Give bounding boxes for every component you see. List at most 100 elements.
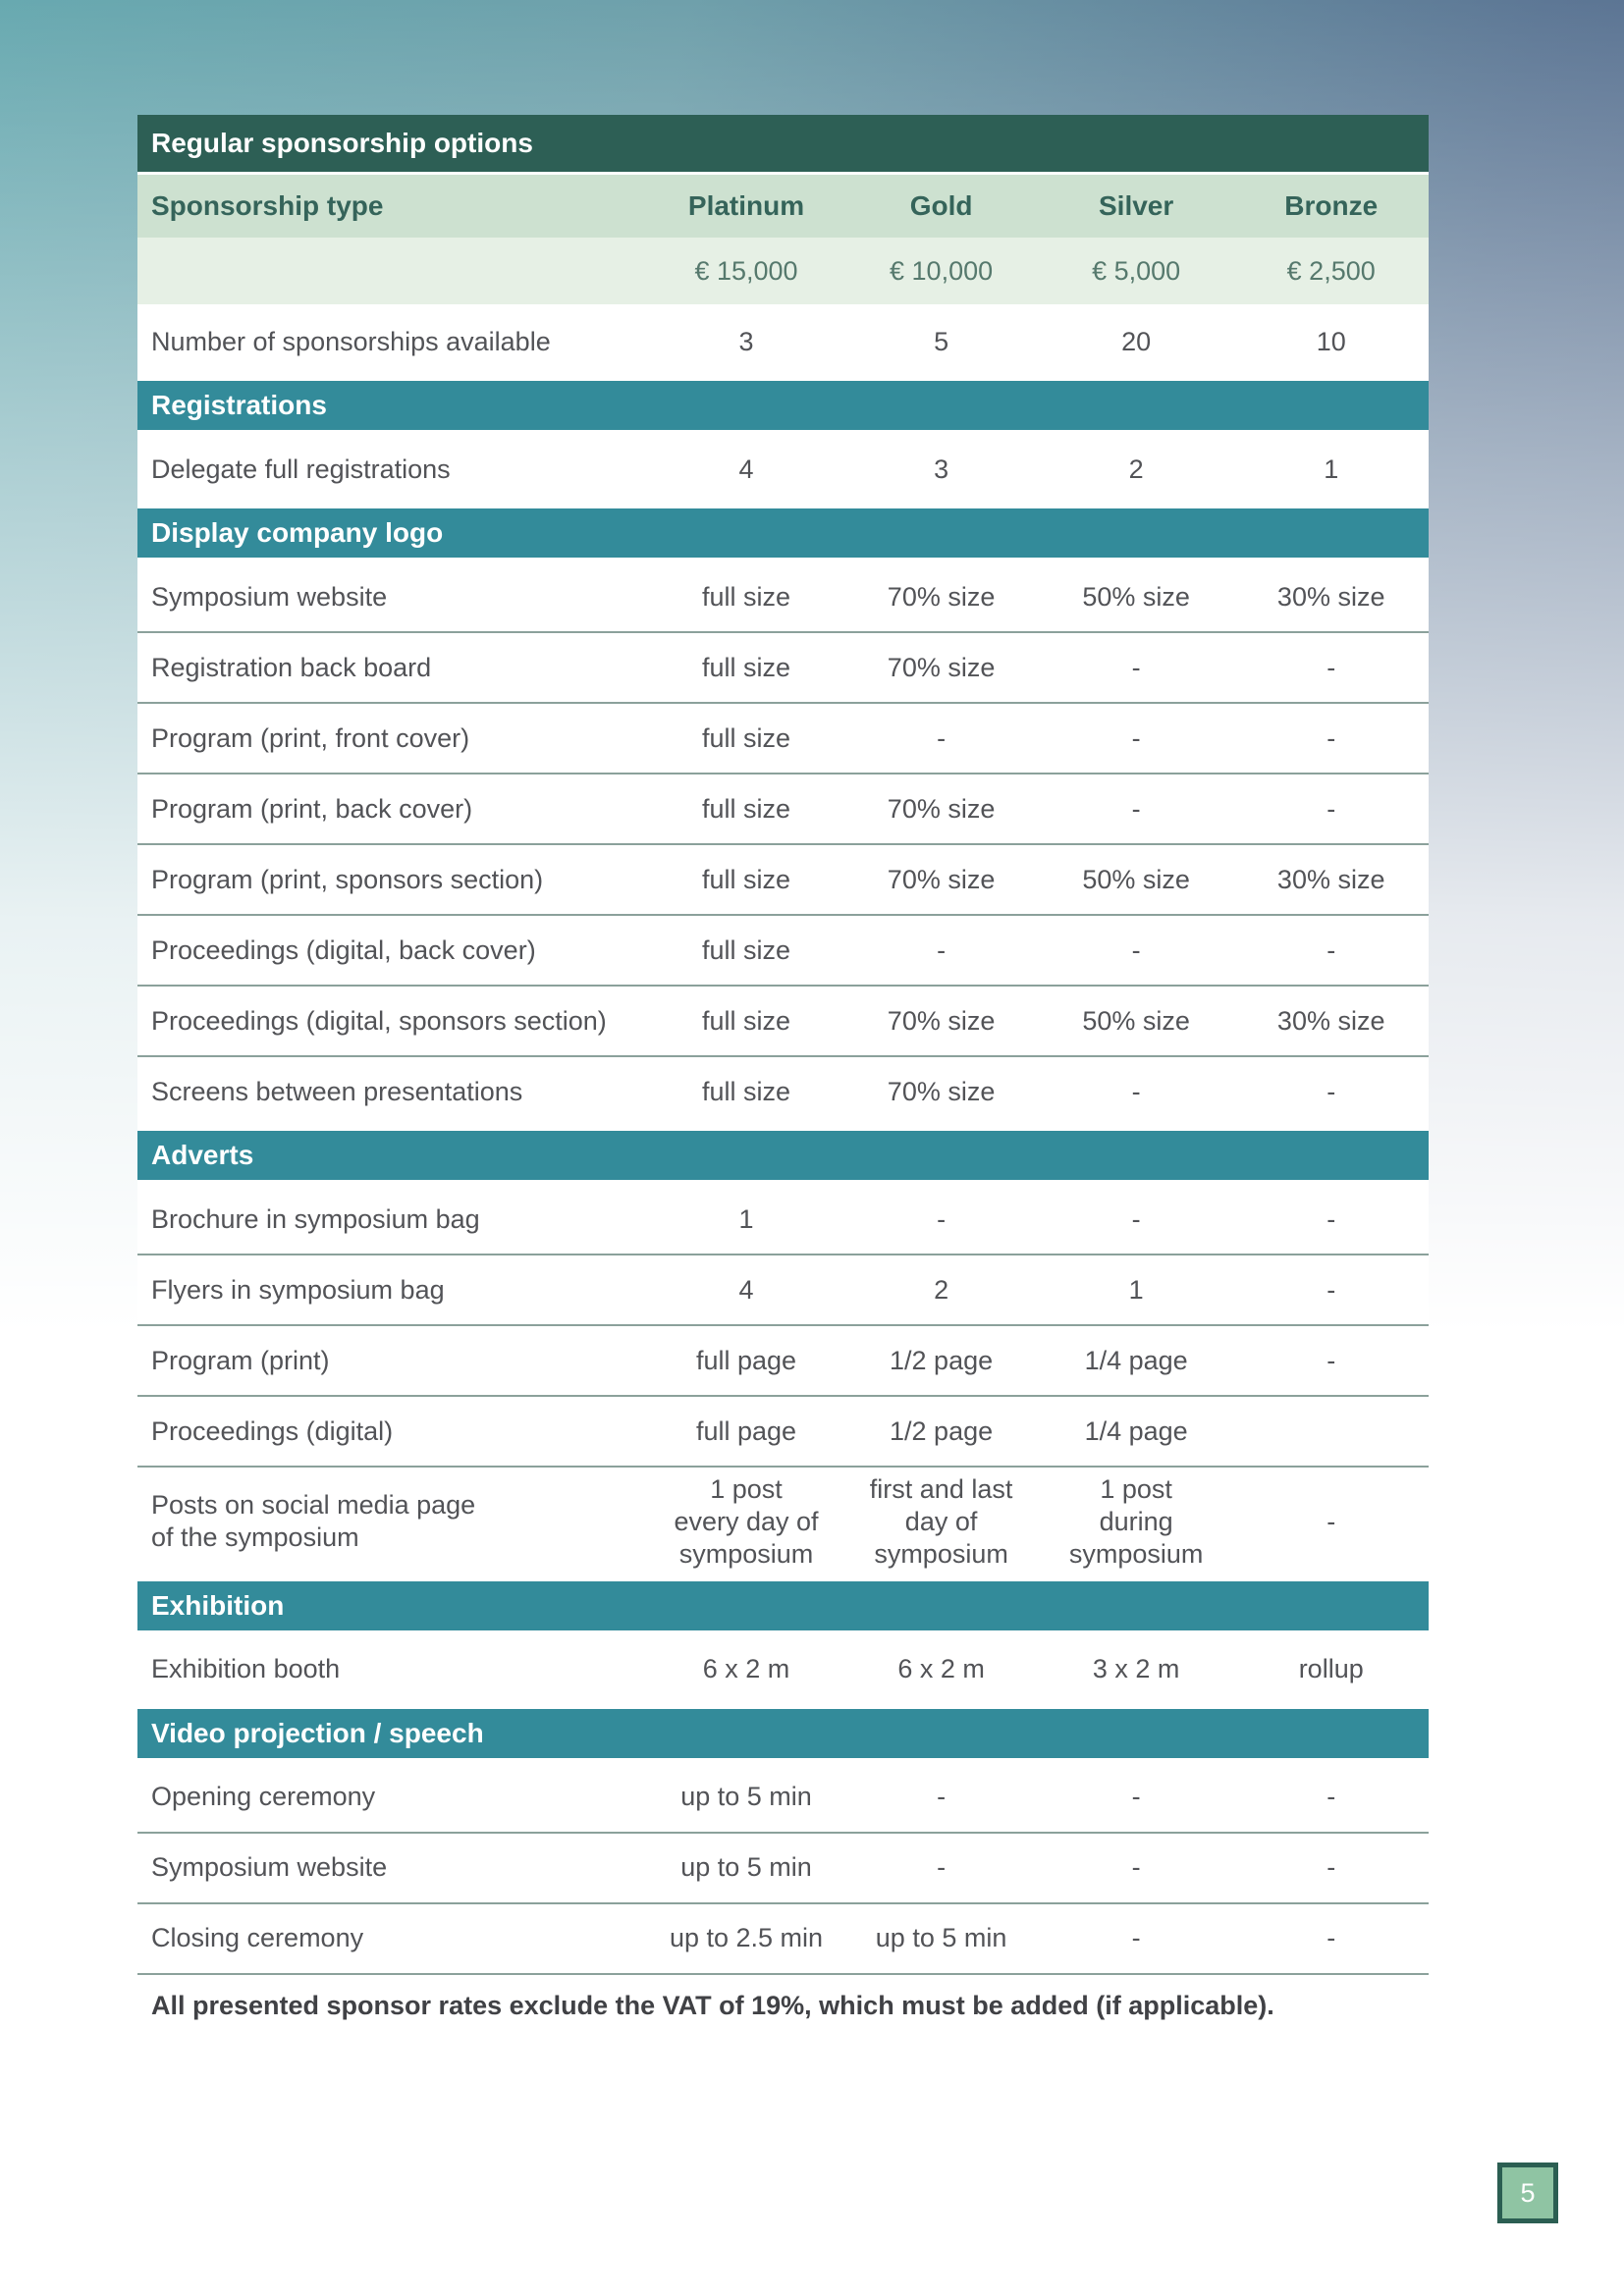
- row-value: 20: [1038, 305, 1234, 379]
- row-value: -: [1038, 702, 1234, 774]
- row-value: -: [843, 1760, 1039, 1833]
- column-header-row: Sponsorship type Platinum Gold Silver Br…: [137, 173, 1429, 238]
- section-header-label: Video projection / speech: [137, 1703, 1429, 1763]
- row-value: full size: [648, 560, 844, 632]
- section-header-label: Registrations: [137, 376, 1429, 435]
- row-label: Symposium website: [137, 560, 649, 632]
- row-value: -: [1233, 631, 1429, 703]
- row-value: 1: [648, 1182, 844, 1255]
- table-row: Delegate full registrations 4 3 2 1: [137, 432, 1429, 507]
- row-value: -: [1038, 1760, 1234, 1833]
- row-label: Program (print, back cover): [137, 773, 649, 844]
- row-value: -: [1233, 1182, 1429, 1255]
- row-value: up to 5 min: [648, 1760, 844, 1833]
- column-header-sponsorship-type: Sponsorship type: [137, 173, 649, 238]
- row-value: -: [843, 702, 1039, 774]
- row-label: Program (print): [137, 1324, 649, 1396]
- table-row: Proceedings (digital) full page 1/2 page 1/…: [137, 1395, 1429, 1467]
- row-label: Exhibition booth: [137, 1632, 649, 1707]
- table-row: Brochure in symposium bag 1- - -: [137, 1182, 1429, 1255]
- sponsorship-table: Regular sponsorship options Sponsorship …: [137, 115, 1429, 1975]
- row-value: -: [1233, 1760, 1429, 1833]
- row-value: 1/2 page: [843, 1395, 1039, 1467]
- row-value: 1/2 page: [843, 1324, 1039, 1396]
- row-value: up to 2.5 min: [648, 1901, 844, 1975]
- row-value: 3 x 2 m: [1038, 1632, 1234, 1707]
- row-value: 1: [1233, 432, 1429, 507]
- row-value: full size: [648, 631, 844, 703]
- price-platinum: € 15,000: [648, 238, 844, 307]
- row-value: 1/4 page: [1038, 1395, 1234, 1467]
- row-value: 3: [843, 432, 1039, 507]
- row-value: full size: [648, 985, 844, 1056]
- row-value: rollup: [1233, 1632, 1429, 1707]
- page-number: 5: [1520, 2177, 1536, 2208]
- row-value: 1 post every day of symposium: [648, 1465, 844, 1579]
- row-value: -: [1038, 773, 1234, 844]
- row-label: Proceedings (digital, sponsors section): [137, 985, 649, 1056]
- row-value: full size: [648, 914, 844, 986]
- row-label: Proceedings (digital, back cover): [137, 914, 649, 986]
- section-header-row: Exhibition: [137, 1575, 1429, 1635]
- row-value: -: [1233, 1901, 1429, 1975]
- price-silver: € 5,000: [1038, 238, 1234, 307]
- row-value: -: [1038, 1831, 1234, 1903]
- section-header-row: Video projection / speech: [137, 1703, 1429, 1763]
- table-row: Program (print) full page 1/2 page 1/4 page…: [137, 1324, 1429, 1396]
- row-label: Delegate full registrations: [137, 432, 649, 507]
- table-row: Program (print, front cover) full size - - -: [137, 702, 1429, 774]
- row-value: 4: [648, 1254, 844, 1325]
- section-header-row: Display company logo: [137, 504, 1429, 562]
- row-value: -: [1038, 631, 1234, 703]
- section-header-row: Registrations: [137, 376, 1429, 435]
- row-value: 70% size: [843, 560, 1039, 632]
- table-row: Program (print, sponsors section) full si…: [137, 843, 1429, 915]
- row-label: Closing ceremony: [137, 1901, 649, 1975]
- row-value: full size: [648, 1055, 844, 1129]
- section-header-row: Adverts: [137, 1126, 1429, 1185]
- row-value: full page: [648, 1395, 844, 1467]
- row-value: 5: [843, 305, 1039, 379]
- row-value: 30% size: [1233, 560, 1429, 632]
- column-header-bronze: Bronze: [1233, 173, 1429, 238]
- row-value: 1/4 page: [1038, 1324, 1234, 1396]
- table-title-row: Regular sponsorship options: [137, 115, 1429, 175]
- row-label: Brochure in symposium bag: [137, 1182, 649, 1255]
- row-value: full size: [648, 843, 844, 915]
- row-value: -: [843, 1182, 1039, 1255]
- table-row: Proceedings (digital, sponsors section) f…: [137, 985, 1429, 1056]
- price-gold: € 10,000: [843, 238, 1039, 307]
- row-value: 50% size: [1038, 985, 1234, 1056]
- row-value: -: [1233, 1831, 1429, 1903]
- row-value: [1233, 1395, 1429, 1467]
- table-row: Registration back board full size 70% size…: [137, 631, 1429, 703]
- table-row: Symposium website up to 5 min - - -: [137, 1831, 1429, 1903]
- row-value: 70% size: [843, 631, 1039, 703]
- price-row: € 15,000 € 10,000 € 5,000 € 2,500: [137, 238, 1429, 307]
- section-header-label: Adverts: [137, 1126, 1429, 1185]
- row-value: up to 5 min: [843, 1901, 1039, 1975]
- row-value: 70% size: [843, 1055, 1039, 1129]
- row-value: 50% size: [1038, 843, 1234, 915]
- row-label: Posts on social media page of the sympos…: [137, 1465, 649, 1579]
- row-label: Screens between presentations: [137, 1055, 649, 1129]
- vat-footnote: All presented sponsor rates exclude the …: [151, 1990, 1274, 2020]
- row-value: -: [1233, 702, 1429, 774]
- row-value: -: [1038, 1901, 1234, 1975]
- row-value: 70% size: [843, 773, 1039, 844]
- row-value: first and last day of symposium: [843, 1465, 1039, 1579]
- row-value: 2: [1038, 432, 1234, 507]
- table-row: Flyers in symposium bag 4 2 1-: [137, 1254, 1429, 1325]
- row-value: 50% size: [1038, 560, 1234, 632]
- row-value: -: [1233, 1324, 1429, 1396]
- table-title: Regular sponsorship options: [137, 115, 1429, 175]
- row-value: -: [843, 1831, 1039, 1903]
- table-row: Closing ceremony up to 2.5 min up to 5 min…: [137, 1901, 1429, 1975]
- table-row: Posts on social media page of the sympos…: [137, 1465, 1429, 1579]
- row-value: -: [1233, 1254, 1429, 1325]
- table-row: Screens between presentations full size 70…: [137, 1055, 1429, 1129]
- column-header-silver: Silver: [1038, 173, 1234, 238]
- table-row: Number of sponsorships available 3 5 20 10: [137, 305, 1429, 379]
